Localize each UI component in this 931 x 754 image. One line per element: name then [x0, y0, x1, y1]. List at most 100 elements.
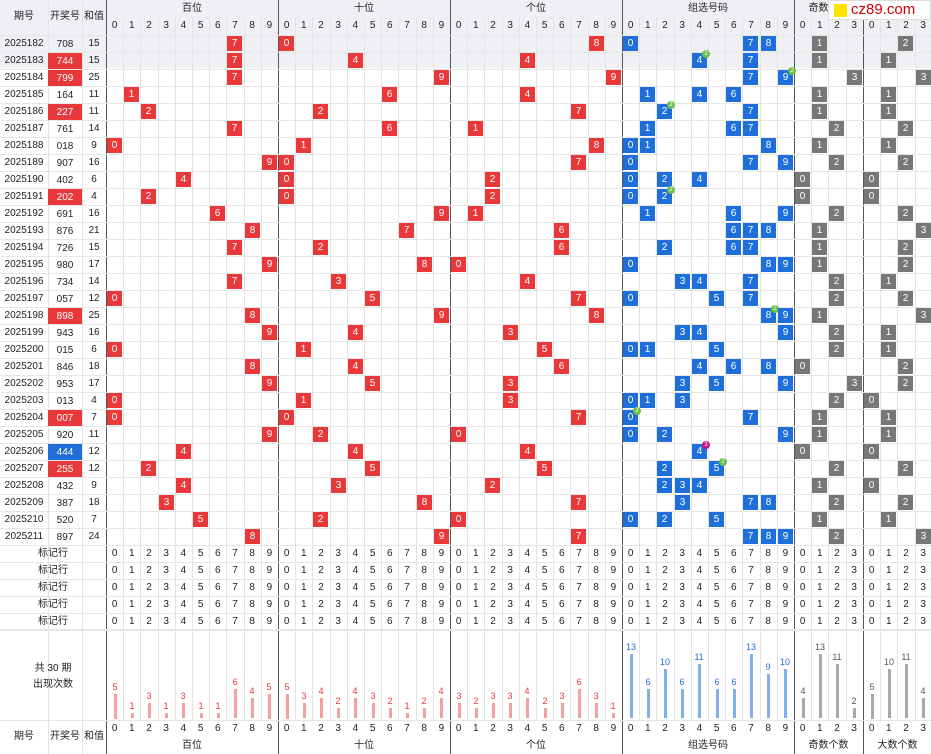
marker-digit[interactable]: 9: [266, 565, 273, 576]
marker-digit[interactable]: 2: [318, 548, 324, 559]
marker-digit[interactable]: 2: [903, 548, 909, 559]
marker-digit[interactable]: 2: [834, 616, 840, 627]
marker-digit[interactable]: 9: [266, 582, 273, 593]
marker-digit[interactable]: 9: [782, 599, 789, 610]
marker-digit[interactable]: 6: [215, 616, 221, 627]
marker-digit[interactable]: 0: [455, 616, 462, 627]
marker-digit[interactable]: 7: [748, 565, 754, 576]
marker-digit[interactable]: 5: [369, 548, 376, 559]
marker-digit[interactable]: 6: [215, 599, 221, 610]
marker-digit[interactable]: 8: [249, 616, 255, 627]
marker-digit[interactable]: 7: [232, 548, 238, 559]
marker-digit[interactable]: 9: [782, 582, 789, 593]
marker-digit[interactable]: 3: [163, 565, 169, 576]
marker-digit[interactable]: 0: [111, 565, 118, 576]
marker-digit[interactable]: 9: [782, 565, 789, 576]
marker-digit[interactable]: 2: [146, 616, 152, 627]
marker-digit[interactable]: 9: [438, 582, 445, 593]
marker-digit[interactable]: 0: [627, 548, 634, 559]
marker-digit[interactable]: 0: [455, 599, 462, 610]
marker-digit[interactable]: 0: [111, 548, 118, 559]
marker-digit[interactable]: 4: [696, 616, 703, 627]
marker-digit[interactable]: 6: [731, 616, 737, 627]
marker-digit[interactable]: 2: [903, 599, 909, 610]
marker-digit[interactable]: 9: [782, 616, 789, 627]
marker-digit[interactable]: 5: [713, 582, 720, 593]
marker-digit[interactable]: 2: [490, 565, 496, 576]
marker-digit[interactable]: 0: [799, 582, 806, 593]
marker-digit[interactable]: 3: [335, 565, 341, 576]
marker-digit[interactable]: 0: [868, 565, 875, 576]
marker-digit[interactable]: 2: [490, 548, 496, 559]
marker-digit[interactable]: 4: [180, 599, 187, 610]
marker-digit[interactable]: 8: [593, 582, 599, 593]
marker-digit[interactable]: 1: [645, 548, 651, 559]
marker-digit[interactable]: 9: [610, 616, 617, 627]
marker-digit[interactable]: 3: [335, 548, 341, 559]
marker-digit[interactable]: 0: [283, 548, 290, 559]
marker-digit[interactable]: 7: [748, 616, 754, 627]
marker-digit[interactable]: 6: [731, 582, 737, 593]
marker-digit[interactable]: 1: [473, 599, 479, 610]
marker-digit[interactable]: 3: [507, 548, 513, 559]
marker-digit[interactable]: 6: [387, 582, 393, 593]
marker-digit[interactable]: 8: [249, 565, 255, 576]
marker-digit[interactable]: 5: [713, 565, 720, 576]
marker-digit[interactable]: 8: [765, 582, 771, 593]
marker-digit[interactable]: 5: [369, 582, 376, 593]
marker-digit[interactable]: 1: [129, 616, 135, 627]
marker-digit[interactable]: 7: [748, 582, 754, 593]
marker-digit[interactable]: 7: [576, 616, 582, 627]
marker-digit[interactable]: 4: [352, 599, 359, 610]
marker-digit[interactable]: 1: [886, 616, 892, 627]
marker-digit[interactable]: 2: [662, 616, 668, 627]
marker-digit[interactable]: 8: [593, 548, 599, 559]
marker-digit[interactable]: 4: [352, 616, 359, 627]
marker-digit[interactable]: 1: [301, 548, 307, 559]
marker-digit[interactable]: 1: [473, 548, 479, 559]
marker-digit[interactable]: 3: [851, 582, 857, 593]
marker-digit[interactable]: 7: [748, 599, 754, 610]
marker-digit[interactable]: 7: [232, 616, 238, 627]
marker-digit[interactable]: 4: [352, 582, 359, 593]
marker-digit[interactable]: 0: [111, 582, 118, 593]
marker-digit[interactable]: 2: [146, 582, 152, 593]
marker-digit[interactable]: 1: [473, 565, 479, 576]
marker-digit[interactable]: 2: [903, 582, 909, 593]
marker-digit[interactable]: 3: [163, 616, 169, 627]
marker-digit[interactable]: 5: [541, 582, 548, 593]
marker-digit[interactable]: 3: [920, 599, 926, 610]
marker-digit[interactable]: 1: [129, 599, 135, 610]
marker-digit[interactable]: 0: [868, 582, 875, 593]
marker-digit[interactable]: 0: [283, 599, 290, 610]
marker-digit[interactable]: 0: [868, 548, 875, 559]
marker-digit[interactable]: 2: [146, 599, 152, 610]
marker-digit[interactable]: 5: [713, 548, 720, 559]
marker-digit[interactable]: 5: [369, 616, 376, 627]
marker-digit[interactable]: 3: [679, 582, 685, 593]
marker-digit[interactable]: 6: [731, 548, 737, 559]
marker-digit[interactable]: 6: [387, 565, 393, 576]
marker-digit[interactable]: 8: [249, 582, 255, 593]
marker-digit[interactable]: 2: [146, 565, 152, 576]
marker-digit[interactable]: 3: [920, 616, 926, 627]
marker-digit[interactable]: 1: [817, 599, 823, 610]
marker-digit[interactable]: 6: [559, 548, 565, 559]
marker-digit[interactable]: 0: [455, 565, 462, 576]
marker-digit[interactable]: 7: [232, 582, 238, 593]
marker-digit[interactable]: 7: [404, 616, 410, 627]
marker-digit[interactable]: 2: [903, 565, 909, 576]
marker-digit[interactable]: 8: [765, 565, 771, 576]
marker-digit[interactable]: 4: [352, 565, 359, 576]
marker-digit[interactable]: 3: [507, 565, 513, 576]
marker-digit[interactable]: 4: [524, 565, 531, 576]
marker-digit[interactable]: 2: [318, 565, 324, 576]
marker-digit[interactable]: 3: [851, 565, 857, 576]
marker-digit[interactable]: 8: [593, 599, 599, 610]
marker-digit[interactable]: 4: [524, 599, 531, 610]
marker-digit[interactable]: 1: [129, 565, 135, 576]
marker-digit[interactable]: 0: [799, 616, 806, 627]
marker-digit[interactable]: 2: [662, 565, 668, 576]
marker-digit[interactable]: 0: [627, 582, 634, 593]
marker-digit[interactable]: 3: [163, 548, 169, 559]
